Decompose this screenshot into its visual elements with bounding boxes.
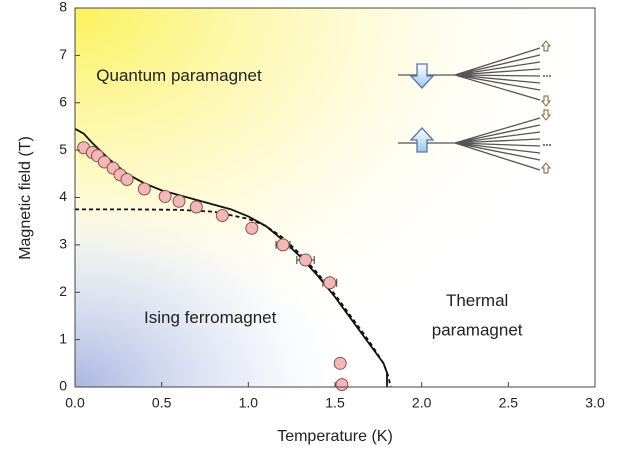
x-axis-label: Temperature (K) (277, 428, 393, 445)
x-tick-label: 0.0 (65, 395, 85, 411)
region-label: Ising ferromagnet (144, 308, 277, 327)
data-point (245, 221, 259, 235)
region-label: paramagnet (432, 321, 523, 340)
data-point (323, 276, 337, 290)
x-tick-label: 1.5 (325, 395, 345, 411)
x-tick-label: 1.0 (239, 395, 259, 411)
dashed-curve (75, 208, 392, 388)
data-point (276, 238, 290, 252)
data-point (299, 253, 313, 267)
x-tick-label: 0.5 (152, 395, 172, 411)
y-tick-label: 1 (59, 330, 67, 346)
data-point (335, 378, 349, 392)
data-point (137, 182, 151, 196)
x-tick-label: 3.0 (585, 395, 605, 411)
y-tick-label: 8 (59, 0, 67, 15)
x-tick-label: 2.5 (499, 395, 519, 411)
data-point (333, 356, 347, 370)
x-tick-label: 2.0 (412, 395, 432, 411)
data-point (158, 190, 172, 204)
y-tick-label: 5 (59, 141, 67, 157)
y-tick-label: 3 (59, 236, 67, 252)
data-point (189, 200, 203, 214)
data-point (120, 172, 134, 186)
y-tick-label: 6 (59, 93, 67, 109)
y-tick-label: 7 (59, 46, 67, 62)
region-label: Quantum paramagnet (96, 66, 262, 85)
data-point (172, 194, 186, 208)
y-axis-label: Magnetic field (T) (17, 136, 34, 260)
y-tick-label: 0 (59, 378, 67, 394)
y-tick-label: 4 (59, 188, 67, 204)
region-label: Thermal (446, 291, 508, 310)
plot-layer: Quantum paramagnet Ising ferromagnet Therm… (74, 66, 523, 392)
data-point (215, 209, 229, 223)
y-tick-label: 2 (59, 283, 67, 299)
inset (398, 40, 552, 174)
